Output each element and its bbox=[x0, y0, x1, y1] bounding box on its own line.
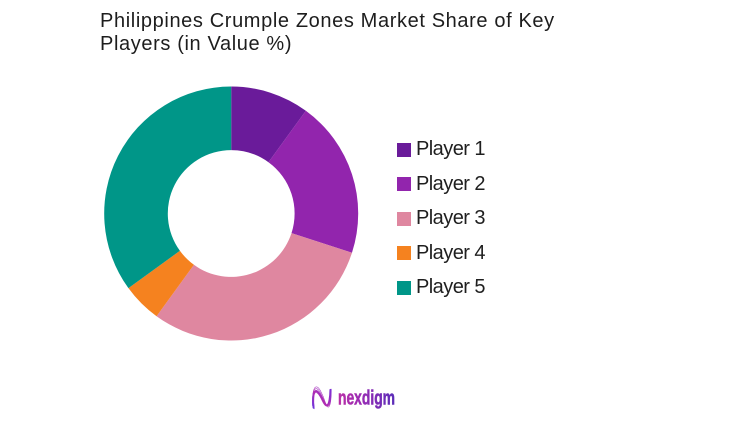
svg-text:nexdigm: nexdigm bbox=[338, 387, 395, 410]
